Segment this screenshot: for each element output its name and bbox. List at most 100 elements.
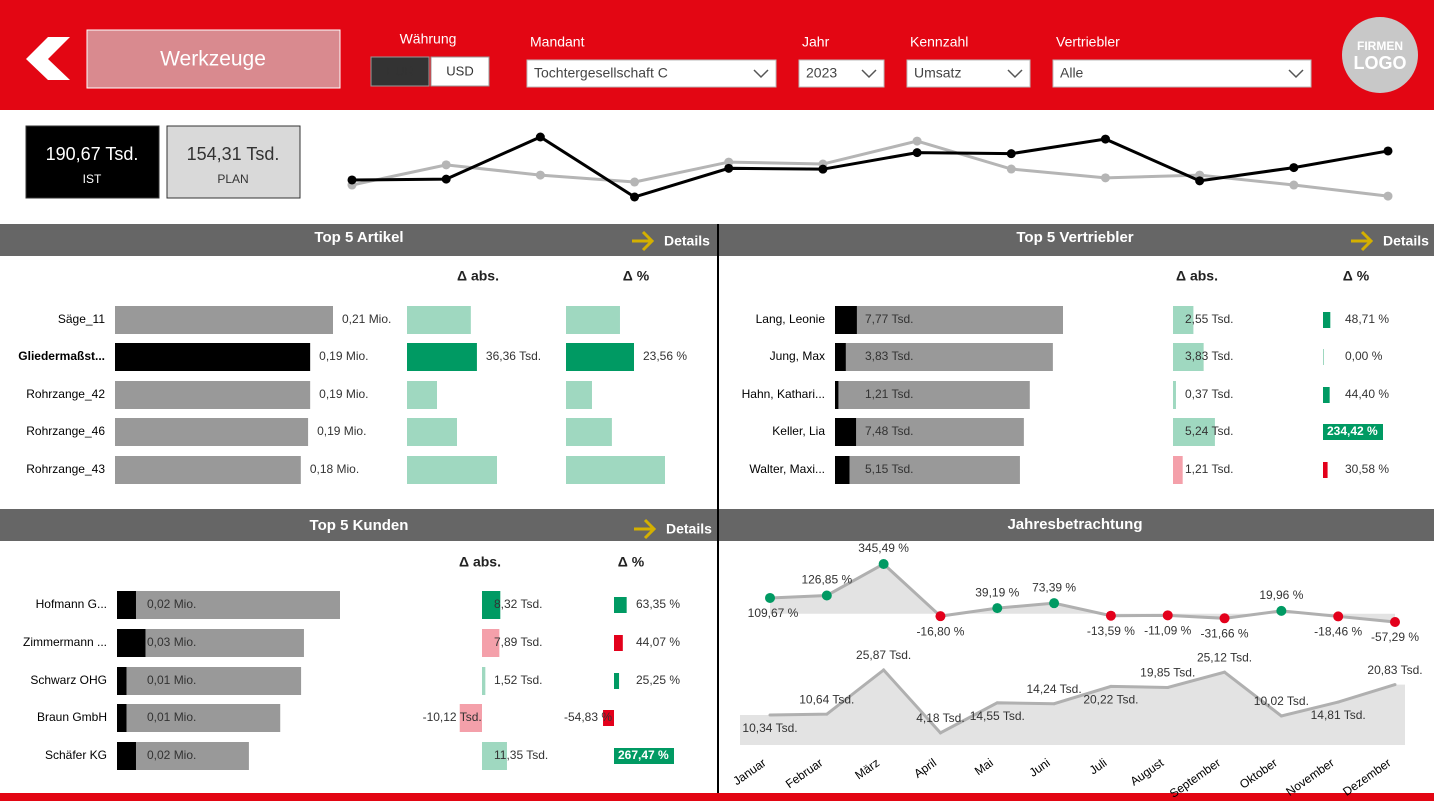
reference-bar xyxy=(117,591,340,619)
dropdown-value[interactable]: 2023 xyxy=(806,65,837,81)
delta-abs-label: 36,36 Tsd. xyxy=(486,349,541,363)
reference-bar xyxy=(835,418,1024,446)
dropdown-value[interactable]: Tochtergesellschaft C xyxy=(534,65,668,81)
delta-pct-bar xyxy=(566,343,635,371)
delta-abs-label: 5,24 Tsd. xyxy=(1185,424,1233,438)
details-text[interactable]: Details xyxy=(1383,233,1429,249)
ist-label: 25,87 Tsd. xyxy=(856,648,911,662)
currency-option[interactable]: EUR xyxy=(386,63,413,78)
pct-point xyxy=(935,611,946,622)
month-label: Juli xyxy=(1087,756,1110,778)
delta-abs-bar xyxy=(459,704,482,732)
delta-pct-bar xyxy=(614,673,620,689)
ist-label: 19,85 Tsd. xyxy=(1140,666,1195,680)
trend-point xyxy=(1289,163,1299,173)
column-header: Δ % xyxy=(623,268,650,284)
pct-label: -57,29 % xyxy=(1371,630,1419,644)
reference-bar xyxy=(117,667,302,695)
delta-abs-label: 7,89 Tsd. xyxy=(494,635,542,649)
dropdown[interactable] xyxy=(906,59,1031,88)
trend-point xyxy=(724,163,734,173)
back-arrow[interactable] xyxy=(26,37,70,80)
reference-bar xyxy=(117,629,304,657)
row-label: Rohrzange_46 xyxy=(26,424,105,438)
pct-label: 345,49 % xyxy=(858,541,909,555)
month-label: August xyxy=(1128,755,1167,788)
delta-pct-bar xyxy=(614,597,627,613)
ist-label: 10,34 Tsd. xyxy=(742,721,797,735)
delta-abs-label: 2,55 Tsd. xyxy=(1185,312,1233,326)
delta-abs-bar xyxy=(407,456,497,484)
value-label: 0,02 Mio. xyxy=(147,748,196,762)
pct-label: 126,85 % xyxy=(801,573,852,587)
panel-header xyxy=(0,224,717,256)
reference-bar xyxy=(117,742,249,770)
trend-point xyxy=(535,132,545,142)
back-button[interactable] xyxy=(26,37,70,80)
value-label: 0,01 Mio. xyxy=(147,673,196,687)
details-link[interactable]: Details xyxy=(1351,230,1429,252)
dropdown[interactable] xyxy=(526,59,777,88)
column-header: Δ % xyxy=(618,554,645,570)
pct-label: 19,96 % xyxy=(1259,588,1303,602)
reference-bar xyxy=(835,456,1020,484)
row-label: Rohrzange_43 xyxy=(26,462,105,476)
bar xyxy=(115,456,301,484)
bar xyxy=(117,591,136,619)
dropdown-chevron[interactable] xyxy=(861,69,877,79)
details-arrow[interactable] xyxy=(634,518,657,540)
currency-button[interactable] xyxy=(430,56,490,87)
row-label: Braun GmbH xyxy=(37,710,107,724)
delta-pct-label: 23,56 % xyxy=(643,349,687,363)
details-link[interactable]: Details xyxy=(634,518,712,540)
pct-point xyxy=(1219,613,1230,624)
month-label: Mai xyxy=(972,756,996,779)
ist-point xyxy=(768,713,772,717)
pct-label: -11,09 % xyxy=(1144,624,1191,638)
pct-point xyxy=(992,603,1003,614)
dropdown-value[interactable]: Umsatz xyxy=(914,65,961,81)
trend-point xyxy=(912,148,922,158)
currency-button[interactable] xyxy=(370,56,430,87)
currency-option[interactable]: USD xyxy=(446,63,473,78)
value-label: 7,48 Tsd. xyxy=(865,424,913,438)
dropdown[interactable] xyxy=(798,59,885,88)
details-arrow[interactable] xyxy=(632,230,655,252)
pct-label: 109,67 % xyxy=(748,606,799,620)
delta-pct-label: -54,83 % xyxy=(564,710,612,724)
dropdown-chevron[interactable] xyxy=(753,69,769,79)
dropdown-value[interactable]: Alle xyxy=(1060,65,1084,81)
bar xyxy=(835,381,839,409)
ist-point xyxy=(882,668,886,672)
trend-point xyxy=(1100,173,1110,183)
delta-abs-bar xyxy=(1173,306,1194,334)
bar xyxy=(115,418,309,446)
details-text[interactable]: Details xyxy=(666,521,712,537)
dropdown-chevron[interactable] xyxy=(1007,69,1023,79)
column-header: Δ abs. xyxy=(457,268,499,284)
footer-bar xyxy=(0,793,1434,801)
pct-point xyxy=(765,592,775,603)
dropdown[interactable] xyxy=(1052,59,1312,88)
bar xyxy=(835,418,857,446)
month-label: November xyxy=(1283,756,1336,799)
panel-header xyxy=(719,509,1434,541)
delta-abs-bar xyxy=(1173,381,1176,409)
details-arrow[interactable] xyxy=(1351,230,1374,252)
dropdown-chevron[interactable] xyxy=(1288,69,1304,79)
value-label: 7,77 Tsd. xyxy=(865,312,913,326)
details-text[interactable]: Details xyxy=(664,233,710,249)
filter-label: Vertriebler xyxy=(1056,34,1120,50)
pct-label: -13,59 % xyxy=(1087,624,1135,638)
delta-abs-label: 3,83 Tsd. xyxy=(1185,349,1233,363)
bar xyxy=(115,343,311,371)
row-label: Walter, Maxi... xyxy=(749,462,825,476)
delta-pct-label: 25,25 % xyxy=(636,673,680,687)
pct-label: -18,46 % xyxy=(1314,625,1362,639)
pct-point xyxy=(878,559,889,569)
details-link[interactable]: Details xyxy=(632,230,710,252)
delta-pct-label: 234,42 % xyxy=(1327,424,1378,438)
delta-abs-bar xyxy=(1173,456,1183,484)
